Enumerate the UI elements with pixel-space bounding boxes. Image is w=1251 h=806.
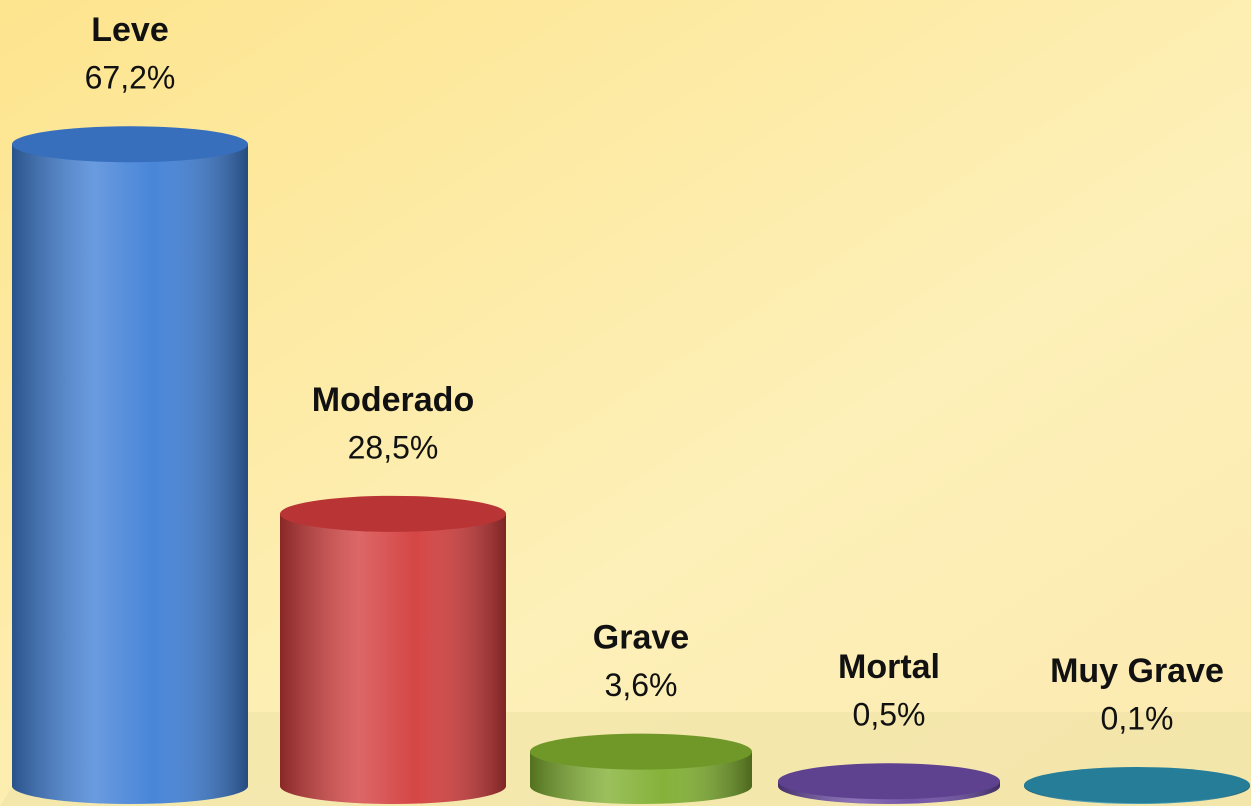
cylinder-top bbox=[1024, 767, 1250, 804]
category-label: Grave bbox=[593, 619, 689, 657]
category-label: Moderado bbox=[312, 381, 474, 419]
cylinder bbox=[12, 126, 248, 804]
value-label: 67,2% bbox=[85, 60, 176, 96]
cylinder bbox=[530, 733, 752, 804]
cylinder-top bbox=[530, 733, 752, 770]
cylinder-top-shade bbox=[280, 495, 506, 532]
cylinder-shade bbox=[280, 513, 506, 804]
cylinder-top-shade bbox=[12, 126, 248, 163]
cylinder bbox=[280, 495, 506, 804]
cylinder-top bbox=[12, 126, 248, 163]
category-label: Muy Grave bbox=[1050, 652, 1224, 690]
cylinder-top-shade bbox=[530, 733, 752, 770]
category-label: Mortal bbox=[838, 648, 940, 686]
cylinder-shade bbox=[12, 144, 248, 804]
cylinder-top bbox=[778, 763, 1000, 800]
cylinder-top-shade bbox=[778, 763, 1000, 800]
value-label: 3,6% bbox=[605, 667, 678, 703]
cylinder-top bbox=[280, 495, 506, 532]
value-label: 0,1% bbox=[1101, 700, 1174, 736]
cylinder-top-shade bbox=[1024, 767, 1250, 804]
cylinder bbox=[778, 763, 1000, 804]
category-label: Leve bbox=[91, 11, 169, 49]
value-label: 28,5% bbox=[348, 429, 439, 465]
value-label: 0,5% bbox=[853, 697, 926, 733]
cylinder bbox=[1024, 767, 1250, 804]
